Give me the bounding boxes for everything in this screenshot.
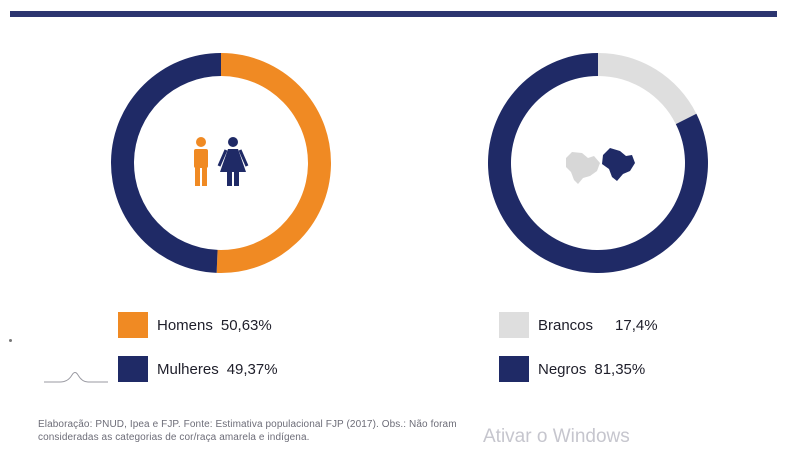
man-icon: [194, 137, 208, 186]
legend-item-brancos: Brancos 17,4%: [499, 312, 658, 338]
charts-canvas: [111, 52, 708, 274]
footnote-line-2: consideradas as categorias de cor/raça a…: [38, 432, 310, 443]
legend-swatch-mulheres: [118, 356, 148, 382]
legend-swatch-homens: [118, 312, 148, 338]
footnote: Elaboração: PNUD, Ipea e FJP. Fonte: Est…: [38, 418, 738, 444]
legend-value-homens: 50,63%: [220, 316, 272, 334]
slice-mulheres: [111, 53, 221, 273]
legend-item-mulheres: Mulheres 49,37%: [118, 356, 278, 382]
brazil-map-light-icon: [566, 152, 600, 184]
decorative-wave: [44, 372, 108, 383]
top-accent-bar: [10, 11, 777, 17]
legend-value-brancos: 17,4%: [615, 316, 658, 334]
slice-brancos: [598, 53, 697, 125]
footnote-line-1: Elaboração: PNUD, Ipea e FJP. Fonte: Est…: [38, 419, 457, 430]
legend-label-negros: Negros: [538, 360, 587, 378]
legend-item-homens: Homens 50,63%: [118, 312, 272, 338]
legend-item-negros: Negros 81,35%: [499, 356, 645, 382]
woman-icon: [217, 137, 249, 186]
legend-swatch-negros: [499, 356, 529, 382]
man-woman-icon: [194, 137, 249, 186]
legend-value-mulheres: 49,37%: [226, 360, 278, 378]
windows-activation-watermark: Ativar o Windows: [483, 426, 630, 447]
legend-label-homens: Homens: [157, 316, 213, 334]
slice-homens: [216, 52, 332, 274]
legend-value-negros: 81,35%: [594, 360, 646, 378]
legend-label-brancos: Brancos: [538, 316, 594, 334]
race-donut-chart: [488, 53, 708, 273]
brazil-map-dark-icon: [602, 148, 635, 181]
legend-label-mulheres: Mulheres: [157, 360, 219, 378]
gender-donut-chart: [111, 52, 332, 274]
legend-swatch-brancos: [499, 312, 529, 338]
brazil-map-icon: [566, 148, 635, 184]
edge-dot: [9, 339, 12, 342]
